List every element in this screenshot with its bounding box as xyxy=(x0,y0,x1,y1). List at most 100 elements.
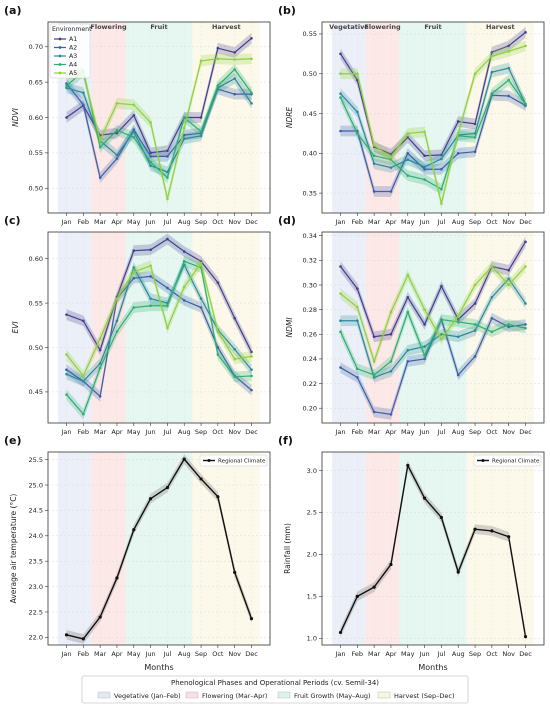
data-point xyxy=(372,144,376,147)
legend-marker xyxy=(207,459,211,462)
data-point xyxy=(473,527,477,531)
phase-band xyxy=(58,452,92,645)
data-point xyxy=(507,535,511,539)
y-tick-label: 25.5 xyxy=(29,456,43,464)
panel-label: (a) xyxy=(4,4,21,17)
data-point xyxy=(339,330,342,334)
data-point xyxy=(132,249,136,252)
x-tick-label: Dec xyxy=(519,428,532,436)
data-point xyxy=(149,248,152,252)
y-tick-label: 23.5 xyxy=(29,557,43,565)
data-point xyxy=(65,82,68,85)
data-point xyxy=(98,145,102,149)
data-point xyxy=(423,130,426,134)
phase-label: Harvest xyxy=(486,23,515,31)
data-point xyxy=(524,323,527,326)
series-line-a5 xyxy=(66,58,252,199)
data-point xyxy=(456,320,460,324)
data-point xyxy=(423,308,426,311)
legend-marker xyxy=(481,459,485,462)
y-tick-label: 0.24 xyxy=(303,355,317,363)
x-tick-label: Sep xyxy=(195,650,207,658)
x-tick-label: Feb xyxy=(352,428,364,436)
phase-label: Fruit xyxy=(150,23,167,31)
data-point xyxy=(115,131,119,135)
series-band-a4 xyxy=(340,74,526,195)
x-tick-label: Jan xyxy=(60,428,71,436)
y-tick-label: 0.45 xyxy=(303,110,317,118)
phase-legend-label-fruit: Fruit Growth (May–Aug) xyxy=(294,692,371,700)
data-point xyxy=(422,496,427,500)
series-band-a3 xyxy=(340,62,526,173)
x-tick-label: Jul xyxy=(436,428,445,436)
data-point xyxy=(149,304,152,308)
legend-label-a2: A2 xyxy=(69,45,77,52)
data-point xyxy=(356,72,359,76)
data-point xyxy=(440,318,443,321)
climate-legend: Regional Climate xyxy=(473,454,542,467)
data-point xyxy=(199,306,203,309)
panel-2: 0.45 0.50 0.55 0.60 Jan Feb Mar Apr May Jun Jul Aug… xyxy=(4,214,271,436)
data-point xyxy=(199,260,203,263)
data-point xyxy=(132,266,136,269)
phase-legend-swatch-harvest xyxy=(377,691,391,699)
data-point xyxy=(389,369,393,373)
data-point xyxy=(406,136,410,139)
data-point xyxy=(132,270,136,274)
x-tick-label: Sep xyxy=(469,650,481,658)
data-point xyxy=(216,46,220,50)
data-point xyxy=(406,174,410,177)
x-tick-label: Aug xyxy=(452,428,465,436)
y-tick-label: 0.45 xyxy=(29,388,43,396)
data-point xyxy=(216,281,220,284)
x-tick-label: Feb xyxy=(352,650,364,658)
data-point xyxy=(490,54,494,58)
y-tick-label: 0.28 xyxy=(303,306,317,314)
data-point xyxy=(182,133,186,137)
data-point xyxy=(149,121,152,124)
x-tick-label: Apr xyxy=(111,428,123,436)
y-tick-label: 0.65 xyxy=(29,78,43,86)
data-point xyxy=(338,630,343,635)
data-point xyxy=(406,296,410,299)
legend-box xyxy=(199,454,268,467)
x-tick-label: Nov xyxy=(228,428,241,436)
x-tick-label: May xyxy=(401,218,415,226)
data-point xyxy=(507,268,510,272)
x-tick-label: Mar xyxy=(94,218,107,226)
data-point xyxy=(490,330,494,334)
data-point xyxy=(440,167,443,171)
data-point xyxy=(507,50,510,53)
data-point xyxy=(423,357,426,361)
phase-legend-label-vegetative: Vegetative (Jan–Feb) xyxy=(114,692,181,700)
data-point xyxy=(406,158,410,161)
x-tick-label: Dec xyxy=(245,218,258,226)
x-axis-label: Months xyxy=(418,663,447,672)
legend-marker xyxy=(58,46,62,49)
data-point xyxy=(356,319,359,323)
data-point xyxy=(166,170,169,174)
data-point xyxy=(65,86,68,90)
phase-band xyxy=(332,232,366,423)
x-tick-label: Feb xyxy=(78,650,90,658)
x-tick-label: Nov xyxy=(502,218,515,226)
x-tick-label: May xyxy=(127,218,141,226)
legend-marker xyxy=(58,37,62,41)
data-point xyxy=(490,50,494,54)
y-tick-label: 0.50 xyxy=(29,185,43,193)
phase-legend-swatch-flowering xyxy=(185,691,199,699)
data-point xyxy=(473,136,477,139)
y-axis-label: NDRE xyxy=(285,107,294,129)
series-line-a5 xyxy=(66,261,252,378)
phase-band xyxy=(125,232,193,423)
x-tick-label: Feb xyxy=(78,428,90,436)
phase-label: Fruit xyxy=(424,23,441,31)
x-tick-label: Jan xyxy=(334,650,345,658)
x-tick-label: Mar xyxy=(94,650,107,658)
data-point xyxy=(149,297,152,300)
axes-frame xyxy=(321,231,545,424)
axes-frame xyxy=(321,451,545,646)
x-tick-label: Apr xyxy=(111,218,123,226)
data-point xyxy=(456,318,460,321)
data-point xyxy=(115,157,119,160)
